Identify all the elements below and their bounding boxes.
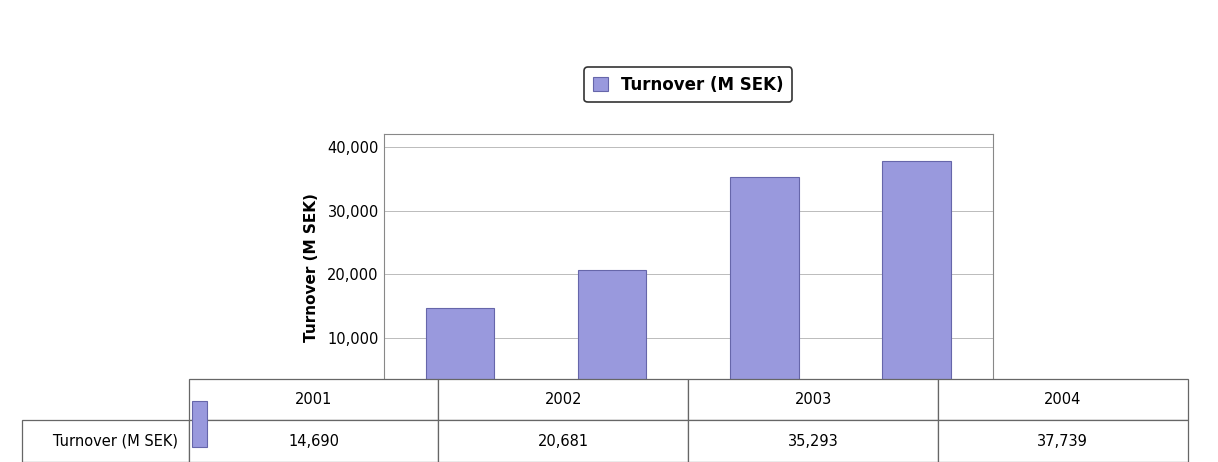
Bar	[882, 161, 951, 402]
Y-axis label: Turnover (M SEK): Turnover (M SEK)	[304, 194, 319, 342]
Bar	[730, 177, 799, 402]
Legend: Turnover (M SEK): Turnover (M SEK)	[585, 67, 792, 102]
X-axis label: Year: Year	[669, 430, 708, 445]
Bar	[192, 401, 207, 447]
Bar	[577, 270, 647, 402]
Bar	[425, 308, 495, 402]
